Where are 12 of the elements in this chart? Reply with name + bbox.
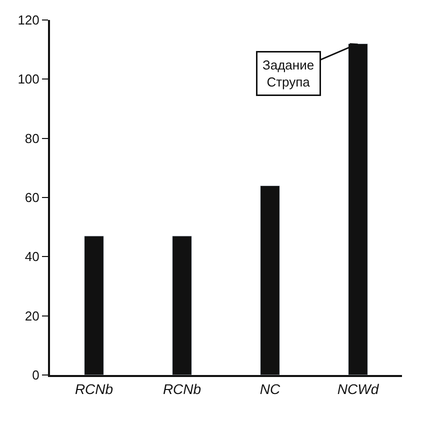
x-tick-label: RCNb [162,380,202,397]
y-tick-label: 0 [32,368,40,383]
y-tick-label: 120 [18,12,40,28]
y-tick-label: 40 [24,249,40,264]
x-tick-label: RCNb [74,380,114,397]
y-tick-label: 100 [18,72,40,87]
y-tick-label: 80 [24,130,40,146]
x-tick-label: NCWd [337,380,380,397]
y-tick-label: 60 [24,190,40,206]
y-tick-label: 20 [24,308,40,324]
annotation: Задание Струпа [262,58,314,90]
x-tick-label: NC [260,380,281,397]
